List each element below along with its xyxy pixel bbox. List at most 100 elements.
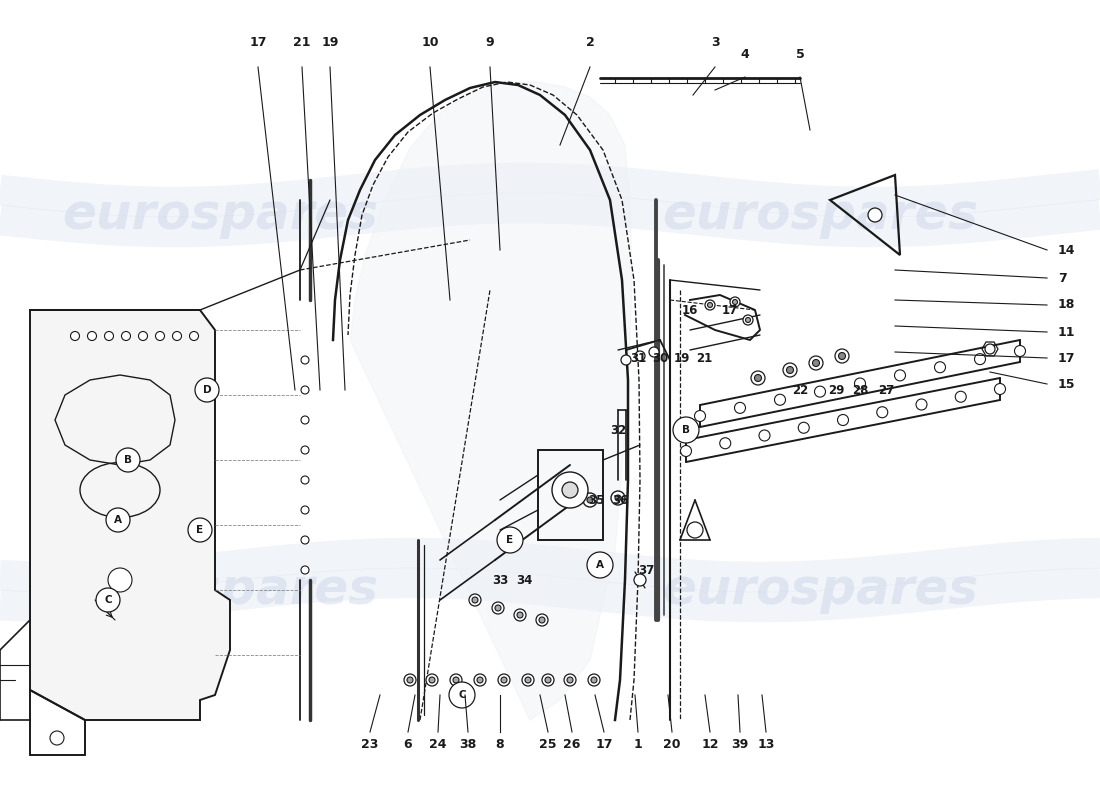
- Text: 11: 11: [1058, 326, 1076, 338]
- Text: C: C: [459, 690, 465, 700]
- Circle shape: [173, 331, 182, 341]
- Circle shape: [1014, 346, 1025, 357]
- Text: A: A: [596, 560, 604, 570]
- Text: 26: 26: [563, 738, 581, 751]
- Text: 35: 35: [587, 494, 604, 506]
- Circle shape: [407, 677, 412, 683]
- Text: 5: 5: [795, 49, 804, 62]
- Text: 10: 10: [421, 35, 439, 49]
- Circle shape: [994, 383, 1005, 394]
- Text: 19: 19: [321, 35, 339, 49]
- Circle shape: [935, 362, 946, 373]
- Text: 25: 25: [539, 738, 557, 751]
- Text: 21: 21: [294, 35, 310, 49]
- Text: 21: 21: [696, 351, 712, 365]
- Circle shape: [474, 674, 486, 686]
- Circle shape: [742, 315, 754, 325]
- Circle shape: [88, 331, 97, 341]
- Circle shape: [525, 677, 531, 683]
- Circle shape: [301, 416, 309, 424]
- Text: 3: 3: [711, 35, 719, 49]
- Text: 7: 7: [1058, 271, 1067, 285]
- Text: 17: 17: [722, 303, 738, 317]
- Circle shape: [615, 495, 622, 501]
- Circle shape: [814, 386, 825, 397]
- Circle shape: [610, 491, 625, 505]
- Text: B: B: [124, 455, 132, 465]
- Circle shape: [673, 417, 698, 443]
- Circle shape: [195, 378, 219, 402]
- Circle shape: [838, 353, 846, 359]
- Circle shape: [539, 617, 544, 623]
- Polygon shape: [350, 82, 632, 720]
- Circle shape: [591, 677, 597, 683]
- Text: 17: 17: [595, 738, 613, 751]
- Circle shape: [497, 527, 522, 553]
- Circle shape: [746, 318, 750, 322]
- Text: 1: 1: [634, 738, 642, 751]
- Text: 38: 38: [460, 738, 476, 751]
- Circle shape: [453, 677, 459, 683]
- Circle shape: [649, 347, 659, 357]
- Circle shape: [544, 677, 551, 683]
- Circle shape: [522, 674, 534, 686]
- Text: 14: 14: [1058, 243, 1076, 257]
- Text: 32: 32: [609, 423, 626, 437]
- Text: 34: 34: [516, 574, 532, 586]
- Circle shape: [139, 331, 147, 341]
- Circle shape: [500, 677, 507, 683]
- Circle shape: [301, 566, 309, 574]
- Circle shape: [542, 674, 554, 686]
- Circle shape: [733, 299, 737, 305]
- Text: eurospares: eurospares: [62, 566, 378, 614]
- Circle shape: [868, 208, 882, 222]
- Text: E: E: [506, 535, 514, 545]
- Text: 6: 6: [404, 738, 412, 751]
- Text: 17: 17: [250, 35, 266, 49]
- Text: C: C: [104, 595, 112, 605]
- Circle shape: [514, 609, 526, 621]
- Circle shape: [759, 430, 770, 441]
- Text: 33: 33: [492, 574, 508, 586]
- Circle shape: [188, 518, 212, 542]
- Circle shape: [492, 602, 504, 614]
- Circle shape: [774, 394, 785, 406]
- Polygon shape: [30, 310, 230, 720]
- Circle shape: [877, 406, 888, 418]
- Circle shape: [301, 446, 309, 454]
- Circle shape: [587, 497, 593, 503]
- Circle shape: [155, 331, 165, 341]
- Circle shape: [705, 300, 715, 310]
- Text: 37: 37: [638, 563, 654, 577]
- Circle shape: [104, 331, 113, 341]
- Circle shape: [583, 493, 597, 507]
- Circle shape: [808, 356, 823, 370]
- Text: 9: 9: [486, 35, 494, 49]
- Circle shape: [108, 568, 132, 592]
- Circle shape: [449, 682, 475, 708]
- Text: 4: 4: [740, 49, 749, 62]
- Circle shape: [755, 374, 761, 382]
- Circle shape: [783, 363, 798, 377]
- Circle shape: [955, 391, 966, 402]
- Circle shape: [301, 536, 309, 544]
- Circle shape: [735, 402, 746, 414]
- Text: eurospares: eurospares: [662, 566, 978, 614]
- Text: 2: 2: [585, 35, 594, 49]
- Circle shape: [562, 482, 578, 498]
- Circle shape: [588, 674, 600, 686]
- Circle shape: [189, 331, 198, 341]
- Text: 22: 22: [792, 383, 808, 397]
- Text: eurospares: eurospares: [662, 191, 978, 239]
- Text: 28: 28: [851, 383, 868, 397]
- Circle shape: [681, 446, 692, 457]
- Text: 36: 36: [612, 494, 628, 506]
- Circle shape: [719, 438, 730, 449]
- Text: 15: 15: [1058, 378, 1076, 390]
- Text: eurospares: eurospares: [62, 191, 378, 239]
- Circle shape: [536, 614, 548, 626]
- Text: 13: 13: [757, 738, 774, 751]
- Text: 39: 39: [732, 738, 749, 751]
- Circle shape: [404, 674, 416, 686]
- Circle shape: [106, 508, 130, 532]
